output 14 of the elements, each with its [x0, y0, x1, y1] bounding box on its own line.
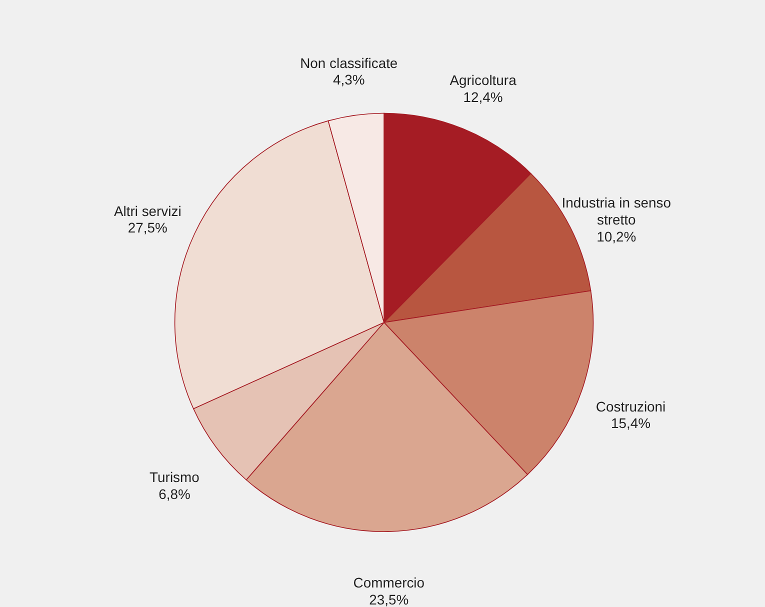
slice-label: Altri servizi: [114, 202, 182, 219]
data-label: 6,8%: [158, 486, 190, 502]
data-label: 4,3%: [332, 72, 365, 88]
slice-label: Turismo: [150, 468, 200, 485]
data-label: 10,2%: [596, 228, 636, 245]
slice-label: Costruzioni: [596, 398, 666, 414]
slice-label: Commercio: [353, 574, 425, 590]
slice-label: Non classificate: [300, 54, 398, 71]
data-label: 23,5%: [369, 591, 409, 607]
slice-label: Industria in senso stretto: [562, 194, 672, 228]
data-label: 12,4%: [463, 88, 503, 105]
data-label: 27,5%: [128, 220, 168, 236]
slice-label: Agricoltura: [450, 72, 517, 88]
data-label: 15,4%: [611, 415, 651, 432]
